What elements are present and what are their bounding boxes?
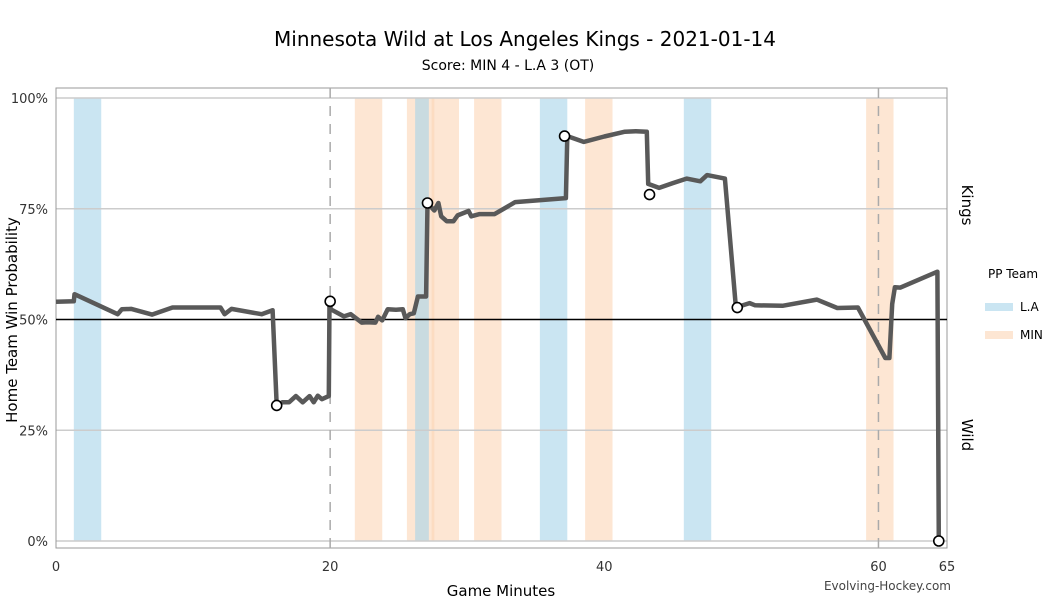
goal-marker [324,295,336,308]
x-tick-label: 40 [596,560,613,575]
y-axis-label: Home Team Win Probability [3,217,21,423]
y-axis-ticks: 0% 25% 50% 75% 100% [11,92,48,550]
legend-label-min: MIN [1020,328,1043,342]
legend-swatch-min [985,331,1013,339]
x-axis-label: Game Minutes [447,582,556,600]
goal-marker [270,399,283,412]
goal-marker [643,188,656,201]
x-axis-ticks: 0 20 40 60 65 [52,560,955,575]
goal-markers [270,130,945,547]
x-tick-label: 0 [52,560,60,575]
chart-title: Minnesota Wild at Los Angeles Kings - 20… [274,27,776,51]
legend-swatch-la [985,303,1013,311]
chart-subtitle: Score: MIN 4 - L.A 3 (OT) [422,58,595,74]
goal-marker [421,197,434,209]
kings-side-label: Kings [958,185,976,226]
x-tick-label: 60 [870,560,887,575]
y-tick-label: 0% [27,535,48,550]
goal-marker [932,535,945,547]
legend-label-la: L.A [1020,300,1040,314]
wild-side-label: Wild [958,419,976,451]
y-tick-label: 100% [11,92,48,107]
source-credit: Evolving-Hockey.com [824,579,951,593]
legend-title: PP Team [988,267,1038,281]
y-tick-label: 25% [19,424,48,439]
plot-frame [55,87,948,549]
period-lines [329,88,880,548]
legend: PP Team L.A MIN [985,267,1043,342]
x-tick-label: 65 [939,560,956,575]
goal-marker [731,301,744,314]
y-tick-label: 75% [19,203,48,218]
goal-marker [558,130,571,142]
y-tick-label: 50% [19,314,48,329]
x-tick-label: 20 [322,560,339,575]
